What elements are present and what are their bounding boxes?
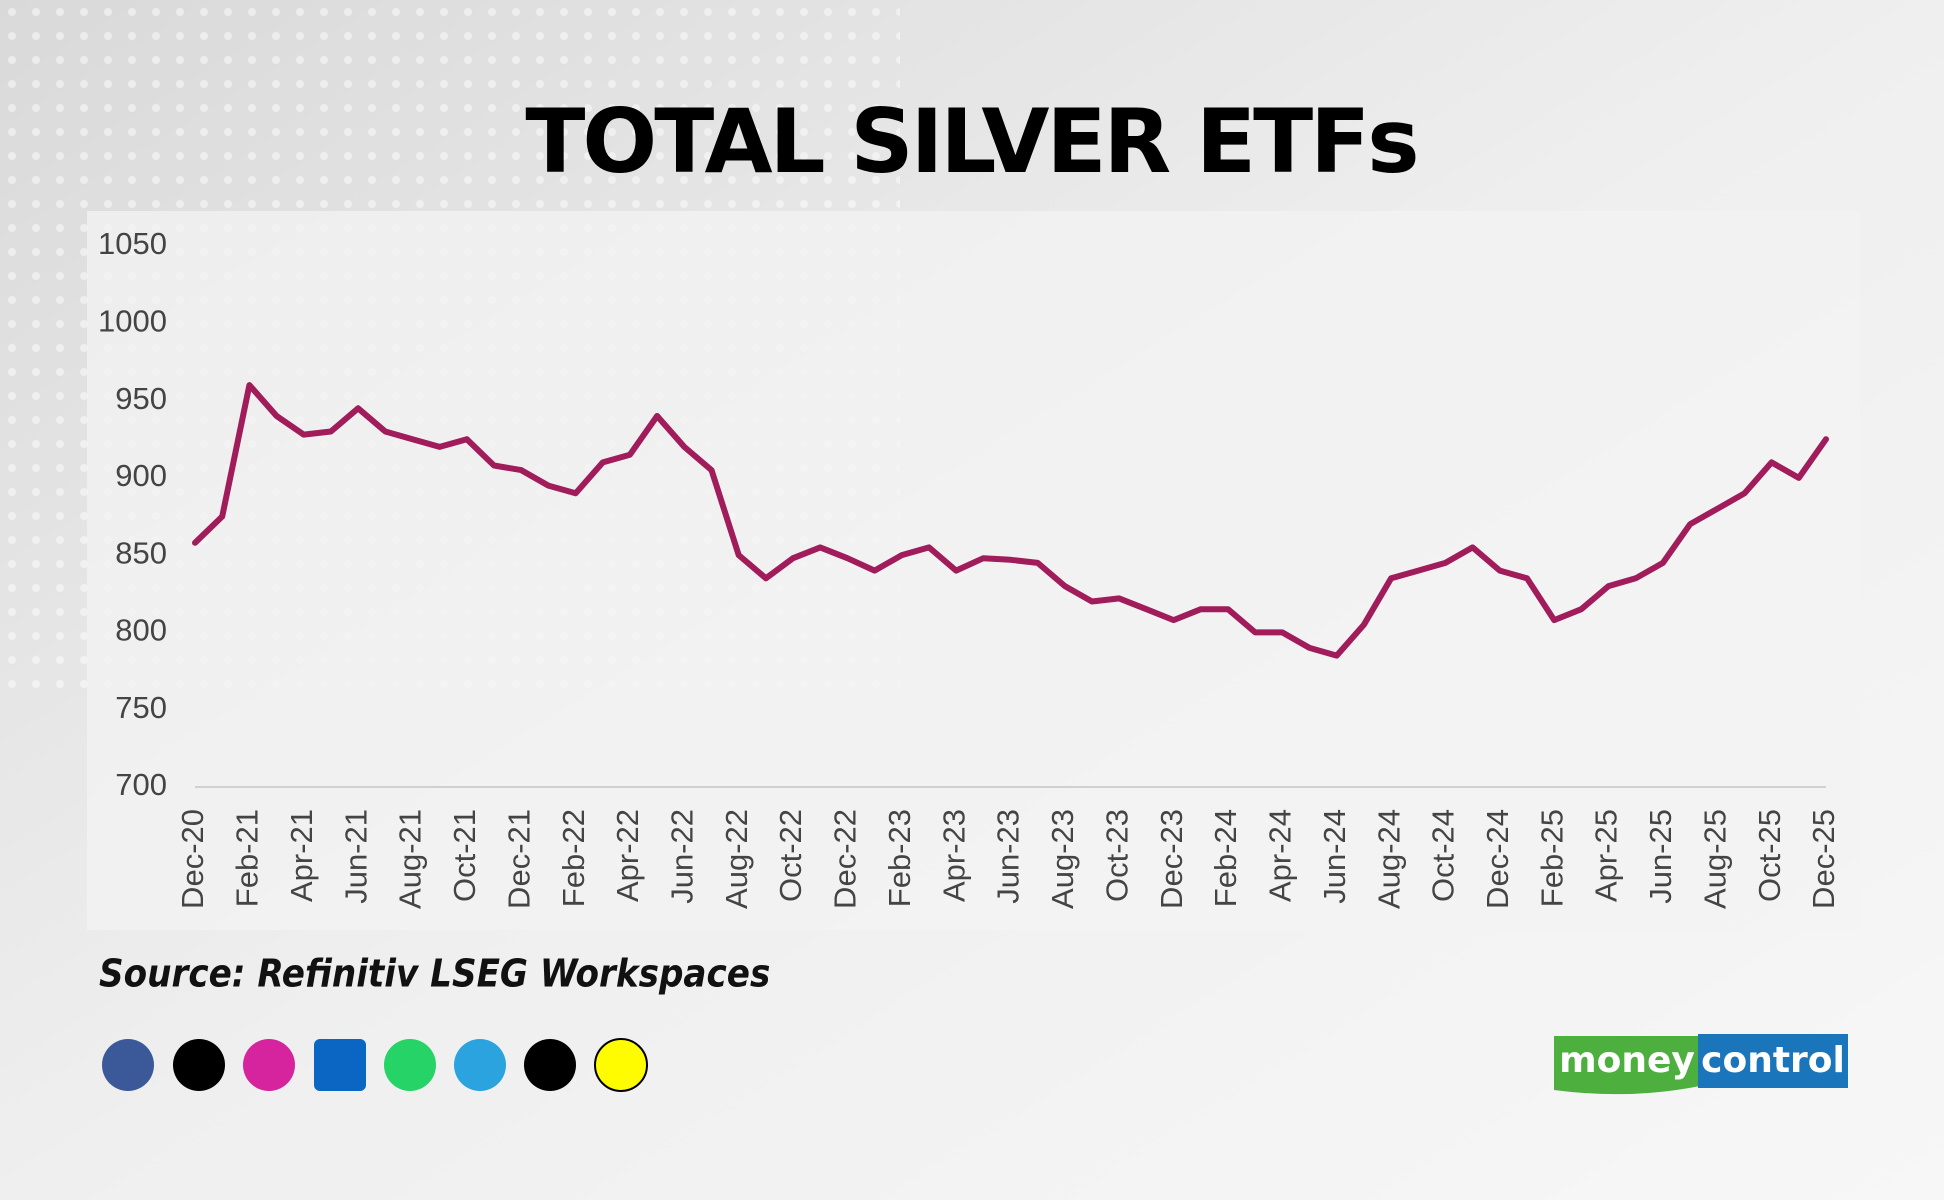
instagram-icon[interactable] [243,1039,295,1091]
whatsapp-icon[interactable] [384,1039,436,1091]
x-tick-label: Oct-23 [1099,809,1134,902]
x-tick-label: Dec-24 [1480,809,1515,909]
x-tick-label: Feb-22 [556,809,591,907]
y-tick-label: 750 [115,690,167,725]
chart-panel [87,211,1860,930]
x-tick-label: Apr-21 [284,809,319,902]
logo-text: money [1559,1040,1695,1081]
y-tick-label: 1000 [98,303,167,338]
source-note: Source: Refinitiv LSEG Workspaces [99,952,770,996]
linkedin-icon[interactable] [314,1039,366,1091]
x-tick-label: Jun-23 [991,809,1026,904]
y-tick-label: 900 [115,458,167,493]
x-tick-label: Jun-24 [1317,809,1352,904]
x-tick-label: Oct-25 [1752,809,1787,902]
x-tick-label: Feb-23 [882,809,917,907]
x-tick-label: Dec-21 [501,809,536,909]
x-tick-label: Jun-21 [338,809,373,904]
x-tick-label: Jun-25 [1643,809,1678,904]
logo: money control [1554,1034,1848,1095]
x-tick-label: Jun-22 [664,809,699,904]
y-tick-label: 950 [115,381,167,416]
y-tick-label: 850 [115,535,167,570]
y-tick-label: 1050 [98,226,167,261]
x-tick-label: Dec-20 [175,809,210,909]
x-tick-label: Aug-25 [1697,809,1732,909]
logo-green [1554,1036,1700,1095]
x-tick-label: Aug-22 [719,809,754,909]
x-tick-label: Apr-23 [936,809,971,902]
x-tick-label: Feb-21 [230,809,265,907]
facebook-icon[interactable] [102,1039,154,1091]
y-tick-label: 700 [115,767,167,802]
logo-text: control [1701,1040,1845,1081]
x-tick-label: Feb-24 [1208,809,1243,907]
x-tick-label: Dec-25 [1806,809,1841,909]
x-tick-label: Apr-24 [1263,809,1298,902]
x-tick-label: Aug-23 [1045,809,1080,909]
snapchat-icon[interactable] [594,1038,648,1092]
data-line [192,382,1829,659]
telegram-icon[interactable] [454,1039,506,1091]
x-tick-label: Dec-23 [1154,809,1189,909]
x-tick-label: Oct-22 [773,809,808,902]
x-tick-label: Oct-21 [447,809,482,902]
x-tick-label: Aug-24 [1371,809,1406,909]
x-tick-label: Feb-25 [1534,809,1569,907]
x-tick-label: Aug-21 [393,809,428,909]
chart-title: TOTAL SILVER ETFs [525,90,1416,193]
x-tick-label: Dec-22 [828,809,863,909]
social-icons [102,1038,648,1092]
logo-blue [1698,1034,1848,1088]
x-tick-label: Oct-24 [1426,809,1461,902]
y-tick-label: 800 [115,613,167,648]
x-icon[interactable] [173,1039,225,1091]
threads-icon[interactable] [524,1039,576,1091]
x-tick-label: Apr-22 [610,809,645,902]
x-tick-label: Apr-25 [1589,809,1624,902]
